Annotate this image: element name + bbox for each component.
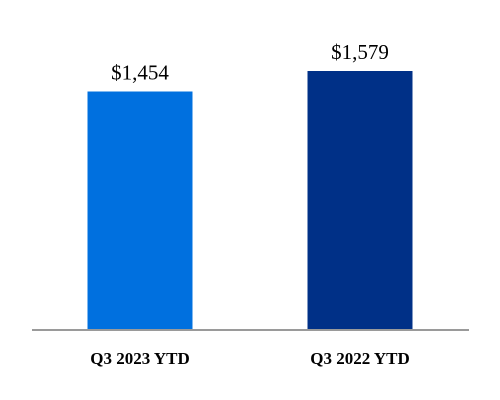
value-label-2: $1,579 <box>331 40 389 64</box>
bar-2 <box>307 71 413 330</box>
bars-layer <box>87 71 413 331</box>
bar-1 <box>87 91 193 331</box>
category-label-2: Q3 2022 YTD <box>310 349 410 368</box>
value-label-1: $1,454 <box>111 61 169 85</box>
category-labels-layer: Q3 2023 YTD Q3 2022 YTD <box>90 349 410 368</box>
category-label-1: Q3 2023 YTD <box>90 349 190 368</box>
value-labels-layer: $1,454 $1,579 <box>111 40 389 85</box>
